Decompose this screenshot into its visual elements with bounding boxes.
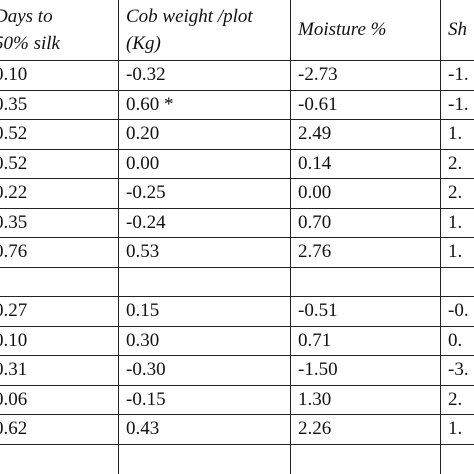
cell: -0.51 [298, 300, 338, 321]
cell: 0.71 [298, 329, 332, 351]
row-border [0, 414, 474, 415]
cell: 0.20 [126, 123, 160, 144]
cell: -0.30 [126, 359, 166, 380]
cell: 0.35 [0, 211, 28, 233]
cell: -2.73 [298, 64, 338, 85]
cell: 0.10 [0, 329, 28, 351]
cell: 0.31 [0, 359, 28, 380]
cell: 0.30 [126, 329, 160, 351]
cell: 1.30 [298, 388, 332, 410]
cell: 0.52 [0, 123, 28, 144]
cell: 1. [448, 211, 463, 233]
row-border [0, 119, 474, 120]
header-cell: Sh [448, 19, 467, 40]
cell: 2.26 [298, 418, 332, 439]
header-cell: Moisture % [298, 19, 387, 40]
cell: 2.49 [298, 123, 332, 144]
header-cell: Cob weight /plot [126, 6, 253, 27]
header-cell: 50% silk [0, 33, 60, 54]
cell: 0.35 [0, 93, 28, 115]
cell: 1. [448, 123, 463, 144]
header-cell: (Kg) [126, 33, 161, 54]
cell: -0. [448, 300, 469, 321]
cell: 0.10 [0, 64, 28, 85]
cell: 0.06 [0, 388, 28, 410]
row-border [0, 90, 474, 91]
row-border [0, 149, 474, 150]
cell: 0.53 [126, 241, 160, 262]
cell: -0.15 [126, 388, 166, 410]
cell: 0.27 [0, 300, 28, 321]
row-border [0, 444, 474, 445]
cell: 0.43 [126, 418, 160, 439]
header-border [0, 60, 474, 61]
cell: 0.15 [126, 300, 160, 321]
cell: -1. [448, 93, 469, 115]
cell: 0.00 [126, 152, 160, 174]
header-cell: Days to [0, 6, 53, 27]
row-border [0, 267, 474, 268]
cell: 0.76 [0, 241, 28, 262]
cell: -0.25 [126, 182, 166, 203]
cell: 2.76 [298, 241, 332, 262]
row-border [0, 296, 474, 297]
row-border [0, 178, 474, 179]
cell: -3. [448, 359, 469, 380]
row-border [0, 385, 474, 386]
cell: 0.60 * [126, 93, 174, 115]
cell: 2. [448, 152, 463, 174]
cell: 2. [448, 182, 463, 203]
row-border [0, 237, 474, 238]
cell: 0.70 [298, 211, 332, 233]
cell: -0.24 [126, 211, 166, 233]
cell: -1.50 [298, 359, 338, 380]
cell: 1. [448, 241, 463, 262]
cell: -0.61 [298, 93, 338, 115]
cell: 0. [448, 329, 463, 351]
cell: -1. [448, 64, 469, 85]
cell: 0.52 [0, 152, 28, 174]
row-border [0, 326, 474, 327]
cell: 0.14 [298, 152, 332, 174]
cell: -0.32 [126, 64, 166, 85]
cell: 0.00 [298, 182, 332, 203]
cell: 1. [448, 418, 463, 439]
cell: 0.22 [0, 182, 28, 203]
cell: 2. [448, 388, 463, 410]
row-border [0, 355, 474, 356]
cell: 0.62 [0, 418, 28, 439]
row-border [0, 208, 474, 209]
